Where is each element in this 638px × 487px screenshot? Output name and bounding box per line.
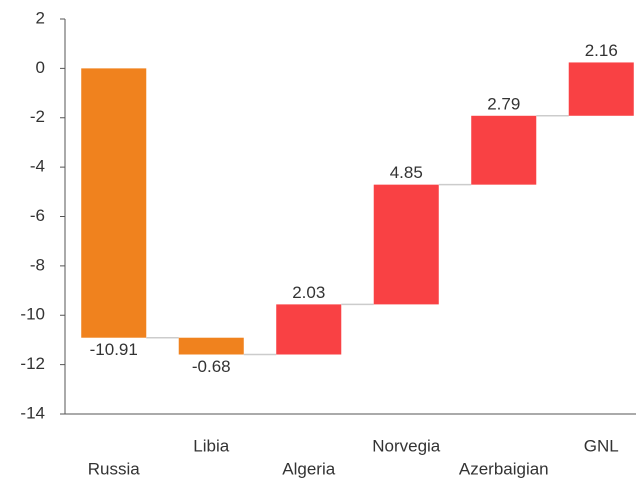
bar [276,304,342,355]
value-label: 2.03 [292,283,325,302]
value-label: 4.85 [390,163,423,182]
x-tick-label: Libia [193,436,229,455]
y-tick-label: -2 [30,107,45,126]
y-tick-label: -10 [20,305,45,324]
y-tick-label: -8 [30,255,45,274]
bar [178,337,244,355]
y-tick-label: -14 [20,403,45,422]
x-tick-label: Azerbaigian [459,459,549,478]
value-label: -0.68 [192,357,231,376]
y-tick-label: 2 [36,8,45,27]
bar [81,68,147,338]
x-tick-label: Norvegia [372,436,441,455]
value-label: -10.91 [90,340,138,359]
bar [568,62,634,116]
y-tick-label: -6 [30,206,45,225]
bar [373,184,439,305]
value-label: 2.79 [487,94,520,113]
x-tick-label: Russia [88,459,141,478]
y-tick-label: 0 [36,58,45,77]
bar [471,115,537,185]
y-tick-label: -4 [30,157,45,176]
x-tick-label: GNL [584,436,619,455]
value-label: 2.16 [585,41,618,60]
y-tick-label: -12 [20,354,45,373]
x-tick-label: Algeria [282,459,335,478]
